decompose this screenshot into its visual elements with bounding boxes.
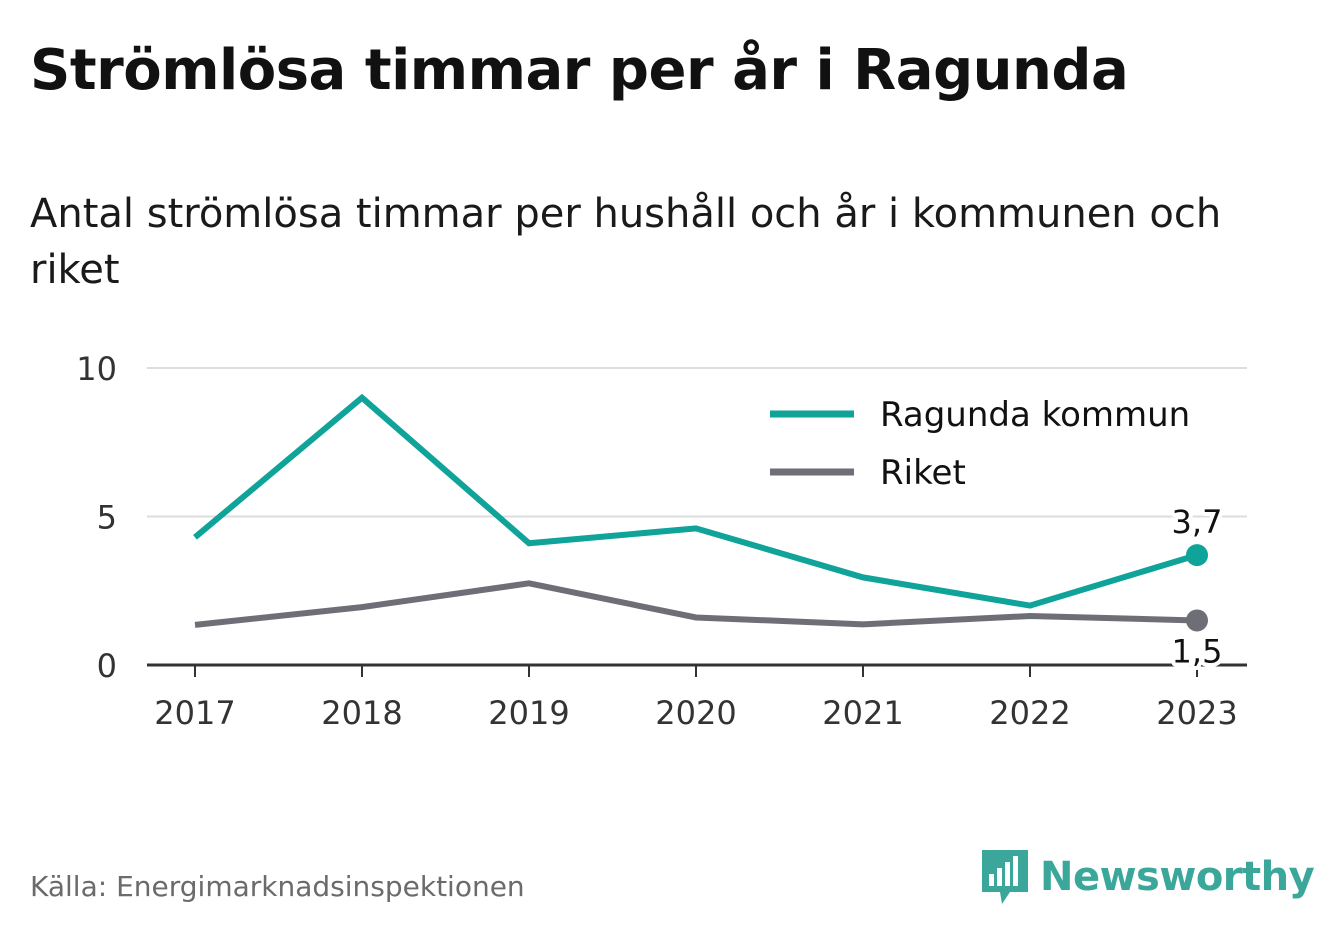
chart-subtitle: Antal strömlösa timmar per hushåll och å… <box>30 191 1222 293</box>
line-chart: 0 5 10 2017 2018 2019 2020 2021 2022 2023 3,7 1,5 Ra… <box>76 350 1247 732</box>
y-tick-label: 0 <box>97 647 117 685</box>
newsworthy-logo-icon <box>982 850 1028 904</box>
x-tick-label: 2022 <box>989 694 1070 732</box>
legend-label-2: Riket <box>880 453 966 493</box>
x-tick-label: 2017 <box>154 694 235 732</box>
series-line-2 <box>194 580 1198 628</box>
series-line-1 <box>193 393 1198 609</box>
data-label-1: 3,7 <box>1172 503 1223 541</box>
x-tick-label: 2023 <box>1156 694 1237 732</box>
y-tick-label: 5 <box>97 499 117 537</box>
y-tick-label: 10 <box>76 350 117 388</box>
x-tick-label: 2019 <box>488 694 569 732</box>
chart-title: Strömlösa timmar per år i Ragunda <box>30 38 1129 103</box>
brand-name: Newsworthy <box>1040 854 1315 900</box>
x-tick-label: 2018 <box>321 694 402 732</box>
series-end-point-2 <box>1186 609 1208 632</box>
x-tick-label: 2020 <box>655 694 736 732</box>
series-end-point-1 <box>1186 544 1208 567</box>
x-tick-label: 2021 <box>822 694 903 732</box>
newsworthy-logo: Newsworthy <box>980 848 1315 906</box>
data-label-2: 1,5 <box>1172 632 1223 670</box>
legend-label-1: Ragunda kommun <box>880 395 1190 435</box>
source-note: Källa: Energimarknadsinspektionen <box>30 870 525 903</box>
